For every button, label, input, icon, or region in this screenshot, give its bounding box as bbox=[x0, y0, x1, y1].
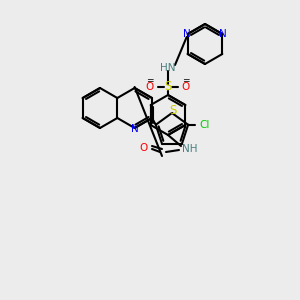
Text: =: = bbox=[146, 76, 154, 85]
Text: NH: NH bbox=[182, 144, 198, 154]
Text: O: O bbox=[182, 82, 190, 92]
Text: Cl: Cl bbox=[199, 120, 209, 130]
Text: S: S bbox=[164, 80, 172, 94]
Text: N: N bbox=[183, 29, 190, 39]
Text: N: N bbox=[219, 29, 227, 39]
Text: =: = bbox=[182, 76, 190, 85]
Text: HN: HN bbox=[160, 63, 176, 73]
Text: O: O bbox=[139, 143, 147, 153]
Text: N: N bbox=[131, 124, 139, 134]
Text: O: O bbox=[146, 82, 154, 92]
Text: S: S bbox=[169, 104, 177, 118]
